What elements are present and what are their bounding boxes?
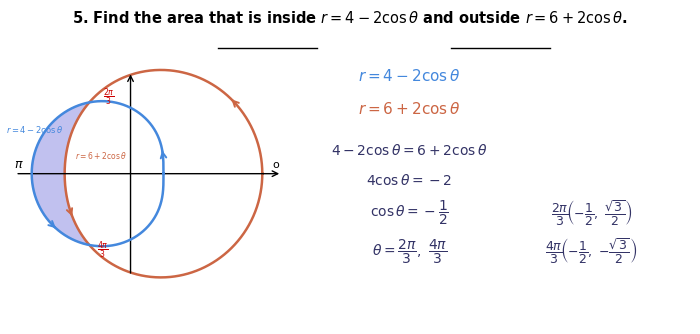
Text: $\dfrac{4\pi}{3}\!\left(-\dfrac{1}{2},\ {-}\dfrac{\sqrt{3}}{2}\right)$: $\dfrac{4\pi}{3}\!\left(-\dfrac{1}{2},\ … bbox=[545, 237, 638, 267]
Text: $\pi$: $\pi$ bbox=[14, 158, 23, 171]
Text: 5. Find the area that is inside $r=4-2\cos\theta$ and outside $r=6+2\cos\theta$.: 5. Find the area that is inside $r=4-2\c… bbox=[72, 10, 628, 26]
Text: $r=4-2\cos\theta$: $r=4-2\cos\theta$ bbox=[6, 124, 64, 135]
Polygon shape bbox=[32, 102, 90, 245]
Text: $r = 6 + 2\cos\theta$: $r = 6 + 2\cos\theta$ bbox=[358, 101, 461, 117]
Text: o: o bbox=[272, 160, 279, 170]
Text: $\frac{4\pi}{3}$: $\frac{4\pi}{3}$ bbox=[97, 239, 108, 261]
Text: $r=6+2\cos\theta$: $r=6+2\cos\theta$ bbox=[75, 150, 127, 161]
Text: $4 - 2\cos\theta = 6 + 2\cos\theta$: $4 - 2\cos\theta = 6 + 2\cos\theta$ bbox=[331, 143, 487, 158]
Text: $\frac{2\pi}{3}$: $\frac{2\pi}{3}$ bbox=[104, 87, 115, 108]
Text: $\cos\theta = -\dfrac{1}{2}$: $\cos\theta = -\dfrac{1}{2}$ bbox=[370, 199, 449, 227]
Text: $\dfrac{2\pi}{3}\!\left(-\dfrac{1}{2},\ \dfrac{\sqrt{3}}{2}\right)$: $\dfrac{2\pi}{3}\!\left(-\dfrac{1}{2},\ … bbox=[551, 198, 632, 228]
Text: $r = 4 - 2\cos\theta$: $r = 4 - 2\cos\theta$ bbox=[358, 68, 461, 84]
Text: $\theta = \dfrac{2\pi}{3},\ \dfrac{4\pi}{3}$: $\theta = \dfrac{2\pi}{3},\ \dfrac{4\pi}… bbox=[372, 237, 447, 266]
Text: $4\cos\theta = -2$: $4\cos\theta = -2$ bbox=[366, 173, 452, 188]
